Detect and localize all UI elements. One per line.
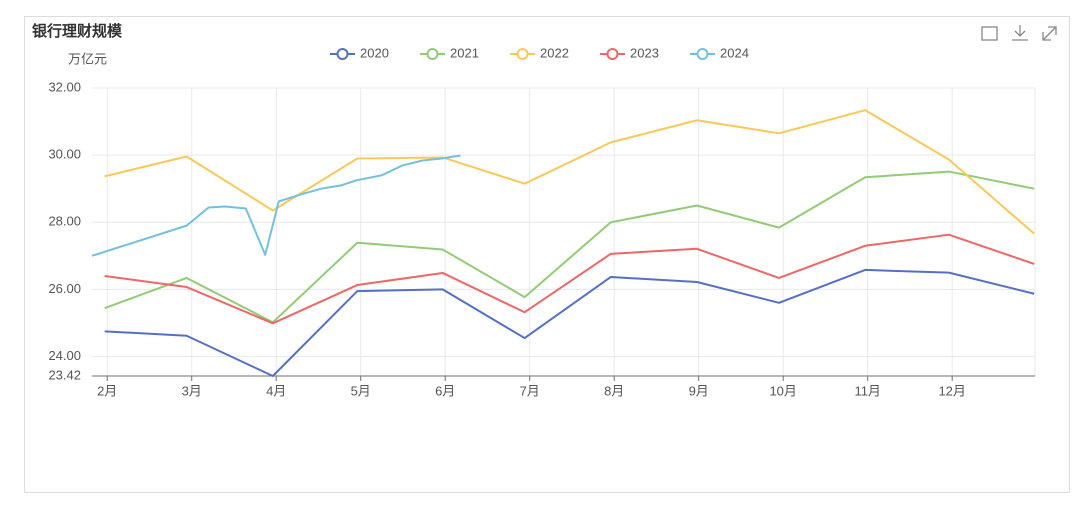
legend-marker — [336, 48, 349, 60]
chart-frame — [24, 16, 1070, 493]
save-image-icon[interactable] — [981, 26, 998, 41]
series-line — [104, 109, 1035, 235]
download-icon[interactable] — [1012, 25, 1028, 41]
toolbox[interactable] — [981, 25, 1057, 41]
legend-marker — [606, 48, 619, 60]
series-line — [104, 233, 1035, 325]
y-tick-label: 24.00 — [48, 348, 81, 363]
x-tick-label: 10月 — [769, 383, 796, 398]
chart-title: 银行理财规模 — [32, 22, 123, 40]
x-tick-label: 9月 — [689, 383, 709, 398]
x-tick-label: 12月 — [938, 383, 965, 398]
legend-marker — [426, 48, 439, 60]
x-tick-label: 3月 — [182, 383, 202, 398]
x-tick-label: 11月 — [854, 383, 881, 398]
legend-label: 2023 — [630, 45, 659, 60]
legend-label: 2024 — [720, 45, 749, 60]
series-line — [91, 154, 461, 257]
y-tick-label: 23.42 — [48, 367, 81, 382]
y-tick-label: 26.00 — [48, 281, 81, 296]
x-tick-label: 2月 — [97, 383, 117, 398]
x-tick-label: 8月 — [604, 383, 624, 398]
legend-marker — [516, 48, 529, 60]
series-line — [104, 170, 1035, 324]
y-axis-label: 万亿元 — [68, 51, 107, 66]
y-tick-label: 32.00 — [48, 79, 81, 94]
series-line — [104, 268, 1035, 377]
y-tick-label: 30.00 — [48, 147, 81, 162]
legend-label: 2020 — [360, 45, 389, 60]
fullscreen-icon[interactable] — [1042, 26, 1057, 41]
legend-marker — [696, 48, 709, 60]
x-tick-label: 5月 — [351, 383, 371, 398]
y-tick-label: 28.00 — [48, 214, 81, 229]
x-tick-label: 6月 — [435, 383, 455, 398]
legend-label: 2021 — [450, 45, 479, 60]
x-tick-label: 7月 — [520, 383, 540, 398]
legend-label: 2022 — [540, 45, 569, 60]
x-tick-label: 4月 — [266, 383, 286, 398]
